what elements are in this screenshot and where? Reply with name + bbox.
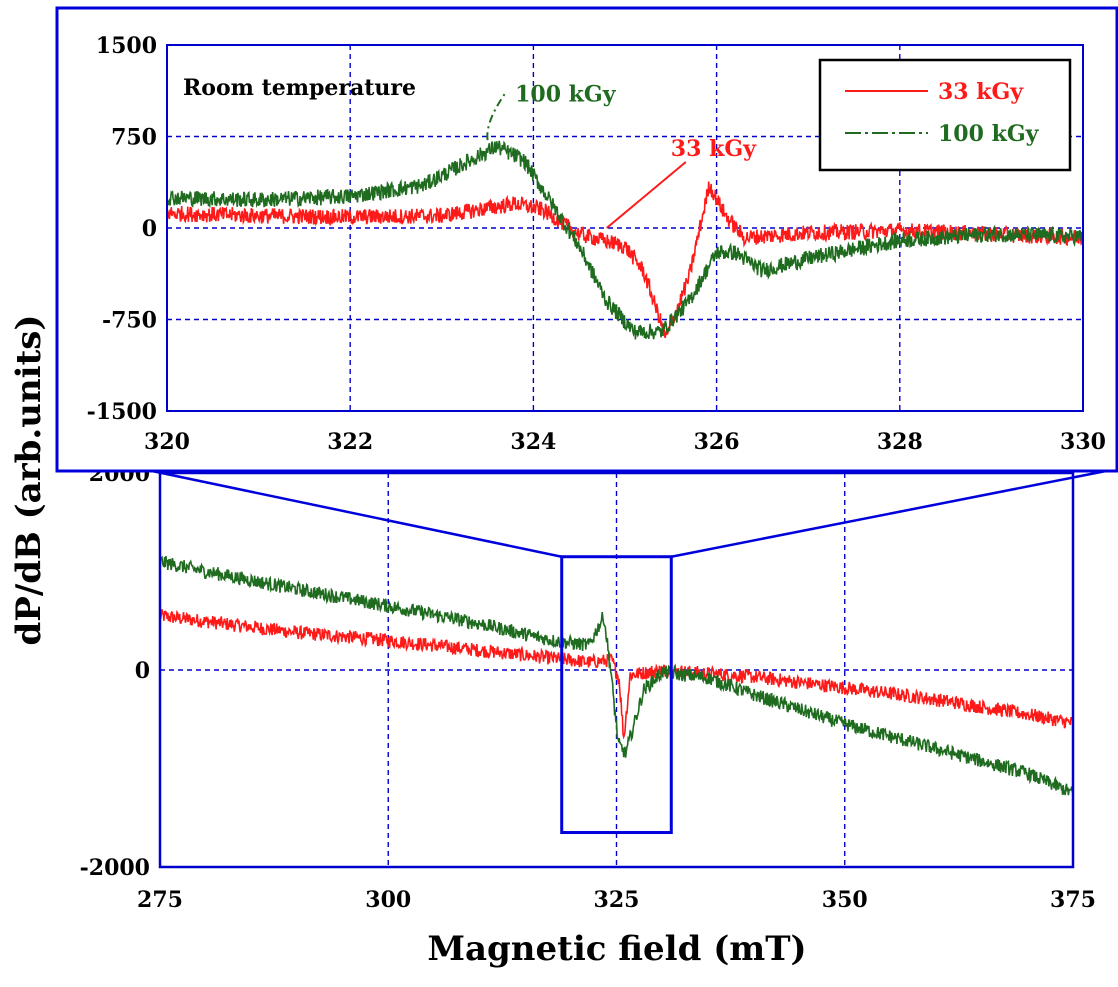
inset-series-33kgy-line — [166, 181, 1084, 339]
inset-x-tick-label: 322 — [327, 429, 373, 455]
inset-y-tick-label: 0 — [142, 216, 157, 242]
main-y-tick-label: 0 — [135, 658, 150, 684]
legend-label-33kgy: 33 kGy — [938, 79, 1024, 105]
inset-x-tick-label: 326 — [694, 429, 740, 455]
inset-y-tick-label: 1500 — [96, 33, 157, 59]
inset-x-tick-label: 320 — [144, 429, 190, 455]
main-x-tick-label: 325 — [594, 887, 640, 913]
annotation-33kgy-leader — [606, 161, 687, 229]
annotation-100kgy-leader — [486, 92, 506, 141]
inset-y-tick-label: -1500 — [87, 399, 157, 425]
main-series-33kgy-line — [159, 609, 1074, 740]
y-axis-label: dP/dB (arb.units) — [9, 314, 49, 645]
main-x-tick-label: 375 — [1050, 887, 1096, 913]
x-axis-label: Magnetic field (mT) — [427, 929, 806, 969]
legend-label-100kgy: 100 kGy — [938, 121, 1040, 147]
legend-box — [818, 58, 1072, 172]
inset-series-100kgy-line — [166, 140, 1084, 340]
inset-title: Room temperature — [183, 75, 416, 101]
axis-labels: Magnetic field (mT) dP/dB (arb.units) — [9, 314, 807, 969]
inset-panel: 320 322 324 326 328 330 -1500 -750 0 750 1500 Room … — [55, 6, 1118, 473]
inset-x-tick-label: 324 — [510, 429, 556, 455]
zoom-box — [560, 555, 673, 835]
inset-plot-frame — [166, 44, 1084, 412]
zoom-connector-left — [151, 469, 562, 558]
inset-y-tick-label: 750 — [111, 125, 157, 151]
annotation-33kgy-label: 33 kGy — [671, 136, 757, 162]
main-x-tick-label: 275 — [137, 887, 183, 913]
zoom-connector-right — [671, 469, 1107, 558]
main-series-100kgy-line — [159, 555, 1074, 796]
inset-x-tick-label: 328 — [877, 429, 923, 455]
main-y-tick-label: -2000 — [80, 855, 150, 881]
zoom-connectors — [151, 469, 1107, 835]
main-x-tick-label: 350 — [822, 887, 868, 913]
inset-y-tick-label: -750 — [102, 308, 157, 334]
main-plot-frame — [158, 471, 1075, 869]
inset-x-tick-label: 330 — [1060, 429, 1106, 455]
annotation-100kgy-label: 100 kGy — [515, 81, 617, 107]
main-x-tick-label: 300 — [365, 887, 411, 913]
